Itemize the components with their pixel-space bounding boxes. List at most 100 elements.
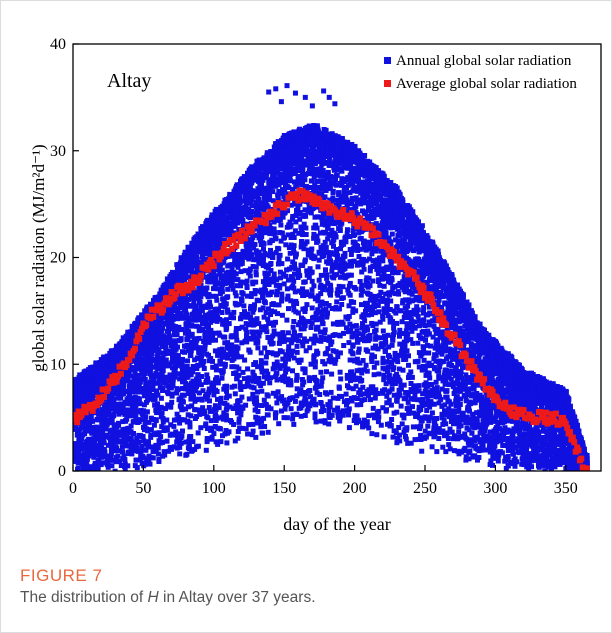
- annual-point: [148, 427, 154, 433]
- annual-point: [184, 254, 190, 260]
- annual-point: [232, 223, 238, 229]
- annual-point: [253, 248, 259, 254]
- annual-point: [273, 250, 279, 256]
- annual-point: [248, 200, 254, 206]
- annual-point: [246, 193, 252, 199]
- annual-point: [211, 382, 217, 388]
- annual-point: [167, 337, 173, 343]
- annual-point: [236, 326, 242, 331]
- annual-point: [274, 359, 280, 365]
- annual-point: [156, 430, 162, 436]
- annual-point: [87, 464, 93, 470]
- annual-point: [253, 395, 259, 401]
- annual-point: [229, 344, 235, 350]
- annual-point: [304, 289, 309, 295]
- annual-point: [221, 416, 226, 422]
- annual-point: [271, 351, 276, 357]
- annual-point: [293, 219, 299, 225]
- annual-point: [132, 410, 138, 416]
- annual-point: [291, 129, 297, 135]
- annual-point: [96, 383, 102, 389]
- annual-point: [165, 402, 171, 408]
- annual-point: [200, 246, 205, 252]
- annual-point: [116, 472, 121, 477]
- annual-point: [301, 326, 307, 332]
- annual-point: [212, 348, 218, 354]
- annual-point: [262, 197, 268, 203]
- annual-point: [122, 466, 128, 471]
- annual-point: [98, 443, 104, 449]
- annual-point: [231, 315, 236, 321]
- annual-point: [232, 391, 238, 397]
- annual-point: [299, 377, 305, 382]
- annual-point: [290, 324, 296, 330]
- annual-point: [232, 383, 237, 389]
- annual-point: [299, 403, 305, 408]
- annual-point: [254, 316, 260, 322]
- annual-point: [148, 432, 154, 438]
- annual-point: [288, 242, 294, 248]
- annual-point: [154, 340, 160, 346]
- annual-point: [282, 406, 288, 412]
- annual-point: [263, 288, 269, 294]
- annual-point: [297, 320, 303, 326]
- annual-point: [304, 338, 310, 344]
- annual-point: [145, 428, 151, 434]
- annual-point: [142, 423, 148, 429]
- annual-point: [209, 427, 215, 433]
- annual-point: [272, 365, 278, 371]
- annual-point: [208, 418, 214, 424]
- annual-point: [246, 256, 252, 262]
- annual-point: [232, 194, 237, 200]
- annual-point: [164, 375, 170, 381]
- annual-point: [264, 329, 270, 335]
- annual-point: [256, 298, 262, 304]
- annual-point: [245, 366, 251, 372]
- annual-point: [250, 309, 256, 315]
- annual-point: [187, 261, 193, 267]
- annual-point: [180, 356, 185, 362]
- annual-point: [101, 412, 106, 418]
- annual-point: [218, 303, 224, 309]
- annual-point: [102, 401, 108, 407]
- annual-point: [95, 465, 101, 471]
- annual-point: [106, 417, 112, 423]
- annual-point: [241, 384, 247, 390]
- annual-point: [221, 226, 227, 231]
- annual-point: [153, 373, 159, 379]
- annual-point: [252, 291, 258, 297]
- annual-point: [213, 206, 219, 212]
- annual-point: [186, 244, 192, 250]
- annual-point: [188, 413, 194, 419]
- annual-point: [283, 353, 289, 359]
- annual-point: [250, 421, 256, 427]
- annual-point: [264, 376, 270, 381]
- annual-point: [150, 347, 156, 353]
- annual-point: [205, 379, 211, 385]
- annual-point: [261, 241, 267, 247]
- annual-point: [294, 393, 300, 399]
- annual-point: [277, 163, 283, 169]
- annual-point: [138, 449, 144, 455]
- annual-point: [198, 314, 204, 320]
- annual-point: [265, 371, 271, 377]
- annual-point: [192, 388, 198, 394]
- annual-point: [242, 221, 247, 227]
- annual-point: [158, 404, 164, 410]
- annual-point: [191, 288, 197, 294]
- annual-point: [263, 175, 269, 181]
- annual-point: [244, 278, 250, 284]
- annual-point: [292, 170, 298, 176]
- annual-point: [243, 426, 249, 432]
- annual-point: [201, 358, 207, 364]
- annual-point: [96, 386, 102, 392]
- annual-point: [284, 296, 290, 302]
- annual-point: [74, 404, 80, 410]
- annual-point: [231, 356, 237, 362]
- annual-point: [79, 436, 85, 442]
- annual-point: [215, 441, 221, 447]
- annual-point: [251, 373, 257, 379]
- annual-point: [258, 362, 264, 368]
- annual-point: [177, 314, 182, 320]
- annual-point: [115, 453, 121, 459]
